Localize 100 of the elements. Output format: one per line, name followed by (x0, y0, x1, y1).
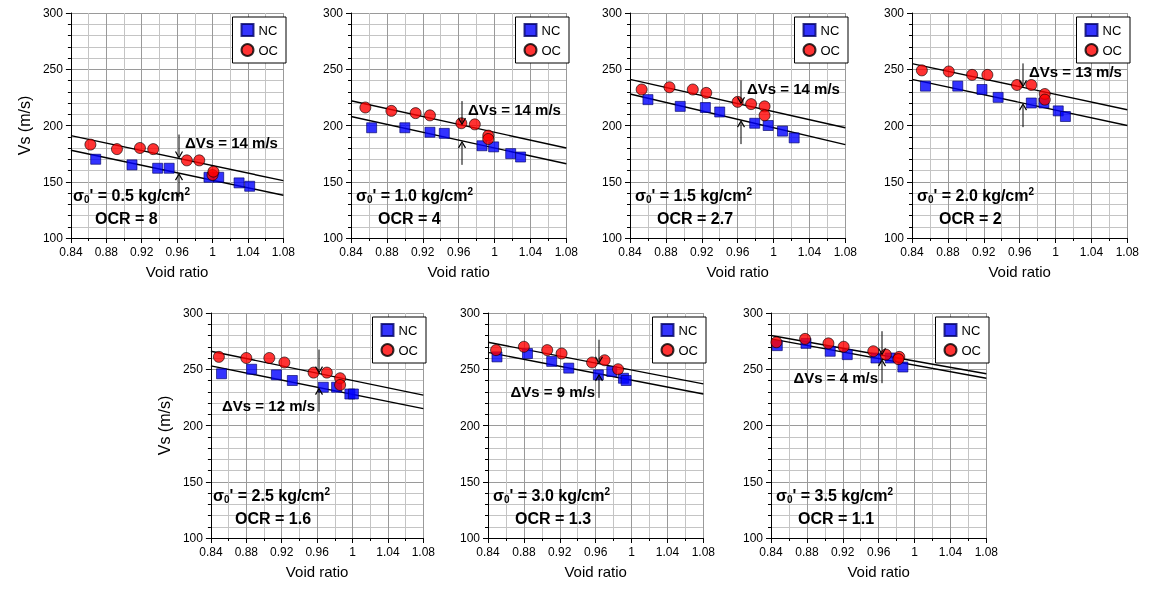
y-tick-label: 200 (42, 118, 64, 133)
annotation: OCR = 1.6 (235, 509, 312, 527)
annotation: ΔVs = 4 m/s (793, 368, 878, 386)
x-tick-label: 0.84 (476, 545, 500, 559)
x-tick-label: 0.92 (411, 245, 435, 259)
y-tick-label: 250 (322, 62, 344, 77)
y-tick-label: 300 (883, 6, 905, 20)
y-tick-label: 250 (601, 62, 623, 77)
x-tick-label: 1.08 (271, 245, 296, 259)
annotation: OCR = 2 (939, 209, 1002, 227)
y-tick-label: 250 (42, 62, 64, 77)
legend-label: NC (678, 322, 698, 338)
x-tick-label: 1.04 (655, 545, 680, 559)
x-tick-label: 1 (209, 245, 217, 259)
x-tick-label: 0.96 (725, 245, 750, 259)
annotation: ΔVs = 14 m/s (747, 79, 840, 97)
y-tick-label: 200 (601, 118, 623, 133)
y-tick-label: 150 (322, 174, 344, 189)
x-tick-label: 1.08 (554, 245, 579, 259)
x-axis-title: Void ratio (988, 263, 1051, 280)
x-tick-label: 1.04 (1079, 245, 1104, 259)
y-tick-label: 150 (601, 174, 623, 189)
x-tick-label: 1 (349, 545, 357, 559)
legend-label: NC (1102, 22, 1122, 38)
x-tick-label: 0.96 (165, 245, 190, 259)
y-tick-label: 150 (459, 474, 481, 489)
y-tick-label: 300 (459, 306, 481, 320)
legend-label: OC (820, 42, 840, 58)
annotation: ΔVs = 14 m/s (185, 134, 278, 152)
x-tick-label: 0.88 (795, 545, 819, 559)
annotation: OCR = 1.1 (798, 509, 875, 527)
x-tick-label: 0.84 (199, 545, 223, 559)
y-tick-label: 100 (601, 231, 623, 245)
y-tick-label: 150 (42, 174, 64, 189)
y-tick-label: 200 (182, 418, 204, 433)
y-tick-label: 100 (883, 231, 905, 245)
x-tick-label: 0.88 (936, 245, 960, 259)
y-tick-label: 150 (742, 474, 764, 489)
x-tick-label: 0.96 (1007, 245, 1032, 259)
x-tick-label: 0.84 (618, 245, 642, 259)
y-tick-label: 250 (883, 62, 905, 77)
x-tick-label: 0.92 (690, 245, 714, 259)
annotation: OCR = 8 (95, 209, 158, 227)
x-tick-label: 0.88 (512, 545, 536, 559)
x-axis-title: Void ratio (706, 263, 769, 280)
legend-label: NC (258, 22, 278, 38)
x-tick-label: 1 (770, 245, 778, 259)
x-tick-label: 0.92 (831, 545, 855, 559)
x-tick-label: 0.84 (759, 545, 783, 559)
y-tick-label: 150 (883, 174, 905, 189)
y-tick-label: 100 (42, 231, 64, 245)
x-tick-label: 1.04 (518, 245, 543, 259)
x-tick-label: 0.84 (339, 245, 363, 259)
y-tick-label: 200 (883, 118, 905, 133)
annotation: OCR = 1.3 (515, 509, 592, 527)
x-tick-label: 1.08 (411, 545, 436, 559)
legend-label: OC (398, 342, 418, 358)
x-axis-title: Void ratio (564, 563, 627, 580)
y-tick-label: 100 (459, 531, 481, 545)
x-tick-label: 0.96 (446, 245, 471, 259)
annotation: OCR = 4 (378, 209, 441, 227)
legend-label: NC (398, 322, 418, 338)
x-tick-label: 1.04 (797, 245, 822, 259)
y-tick-label: 150 (182, 474, 204, 489)
x-tick-label: 0.84 (59, 245, 83, 259)
x-tick-label: 0.96 (866, 545, 891, 559)
x-tick-label: 0.88 (654, 245, 678, 259)
y-tick-label: 300 (182, 306, 204, 320)
x-tick-label: 0.96 (305, 545, 330, 559)
x-tick-label: 1.08 (974, 545, 999, 559)
x-tick-label: 1.08 (1115, 245, 1140, 259)
x-axis-title: Void ratio (285, 563, 349, 580)
y-tick-label: 250 (459, 362, 481, 377)
y-tick-label: 300 (601, 6, 623, 20)
x-tick-label: 1.08 (691, 545, 716, 559)
y-tick-label: 100 (742, 531, 764, 545)
legend-label: NC (820, 22, 840, 38)
legend-label: NC (961, 322, 981, 338)
x-tick-label: 0.92 (130, 245, 154, 259)
y-tick-label: 200 (322, 118, 344, 133)
x-tick-label: 1 (628, 545, 636, 559)
x-tick-label: 1 (911, 545, 919, 559)
x-tick-label: 1.04 (938, 545, 963, 559)
y-tick-label: 300 (42, 6, 64, 20)
x-tick-label: 0.92 (270, 545, 294, 559)
x-tick-label: 0.88 (234, 545, 259, 559)
x-tick-label: 1 (1052, 245, 1060, 259)
x-axis-title: Void ratio (427, 263, 490, 280)
y-tick-label: 100 (182, 531, 204, 545)
x-tick-label: 1.04 (376, 545, 400, 559)
legend-label: OC (961, 342, 981, 358)
x-tick-label: 0.84 (900, 245, 924, 259)
y-tick-label: 200 (459, 418, 481, 433)
y-tick-label: 250 (182, 362, 204, 377)
annotation: ΔVs = 14 m/s (468, 100, 561, 118)
x-tick-label: 0.88 (375, 245, 399, 259)
annotation: OCR = 2.7 (657, 209, 734, 227)
x-tick-label: 0.96 (583, 545, 608, 559)
annotation: ΔVs = 13 m/s (1029, 62, 1122, 80)
y-tick-label: 200 (742, 418, 764, 433)
